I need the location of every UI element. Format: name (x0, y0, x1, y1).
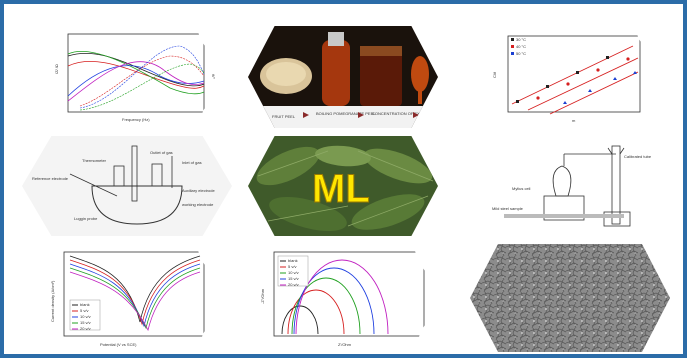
cell-label-reference: Reference electrode (32, 176, 69, 181)
bode-ylabel-left: /Z/ /Ω (54, 64, 59, 74)
langmuir-xlabel: m (572, 118, 576, 123)
gaso-label-sample: Mild steel sample (492, 206, 524, 211)
process-step-1: FRUIT PEEL (272, 114, 296, 119)
nyquist-legend-1: blank (288, 258, 298, 263)
gaso-label-tube: Calibrated tube (624, 154, 652, 159)
process-step-2: BOILING POMEGRANATE PEEL (316, 111, 376, 116)
cell-label-thermometer: Thermometer (82, 158, 107, 163)
nyquist-legend-4: 15 v/v (288, 276, 299, 281)
extraction-process-panel: FRUIT PEEL BOILING POMEGRANATE PEEL CONC… (248, 26, 438, 128)
tafel-plot-panel: blank 5 v/v 10 v/v 15 v/v 20 v/v Current… (40, 244, 220, 352)
cell-label-gas-outlet: Outlet of gas (150, 150, 173, 155)
langmuir-legend-2: 40 °C (516, 44, 526, 49)
langmuir-legend-1: 30 °C (516, 37, 526, 42)
bode-ylabel-right: θ/° (211, 74, 216, 79)
langmuir-ylabel: C/θ (492, 71, 497, 78)
cell-label-working: working electrode (182, 202, 214, 207)
leaf-logo-panel: ML (248, 136, 438, 236)
nyquist-xlabel: Z'/Ohm (338, 342, 352, 347)
bode-xlabel: Frequency (Hz) (122, 117, 150, 122)
nyquist-legend-3: 10 v/v (288, 270, 299, 275)
ml-logo-text: ML (312, 167, 370, 211)
cell-label-luggin: Luggin probe (74, 216, 98, 221)
cell-label-auxiliary: Auxiliary electrode (182, 188, 215, 193)
tafel-legend-4: 15 v/v (80, 320, 91, 325)
langmuir-isotherm-panel: 30 °C 40 °C 50 °C C/θ m (478, 26, 658, 128)
nyquist-legend-2: 5 v/v (288, 264, 296, 269)
process-step-3: CONCENTRATION OF EXTRACT (372, 111, 434, 116)
tafel-ylabel: Current density (A/cm²) (50, 280, 55, 322)
tafel-xlabel: Potential (V vs SCE) (100, 342, 137, 347)
nyquist-legend-5: 20 v/v (288, 282, 299, 287)
nyquist-plot-panel: blank 5 v/v 10 v/v 15 v/v 20 v/v -Z''/Oh… (248, 244, 438, 352)
sem-micrograph-panel (470, 244, 670, 352)
tafel-legend-3: 10 v/v (80, 314, 91, 319)
langmuir-legend-3: 50 °C (516, 51, 526, 56)
cell-label-gas-inlet: Inlet of gas (182, 160, 202, 165)
electrochemical-cell-panel: Thermometer Outlet of gas Inlet of gas R… (22, 136, 232, 236)
tafel-legend-2: 5 v/v (80, 308, 88, 313)
bode-plot-panel: /Z/ /Ω θ/° Frequency (Hz) (40, 26, 220, 128)
nyquist-ylabel: -Z''/Ohm (260, 288, 265, 304)
gaso-label-cell: Mylius cell (512, 186, 531, 191)
tafel-legend-1: blank (80, 302, 90, 307)
tafel-legend-5: 20 v/v (80, 326, 91, 331)
gasometric-setup-panel: Calibrated tube Mylius cell Mild steel s… (464, 136, 678, 236)
